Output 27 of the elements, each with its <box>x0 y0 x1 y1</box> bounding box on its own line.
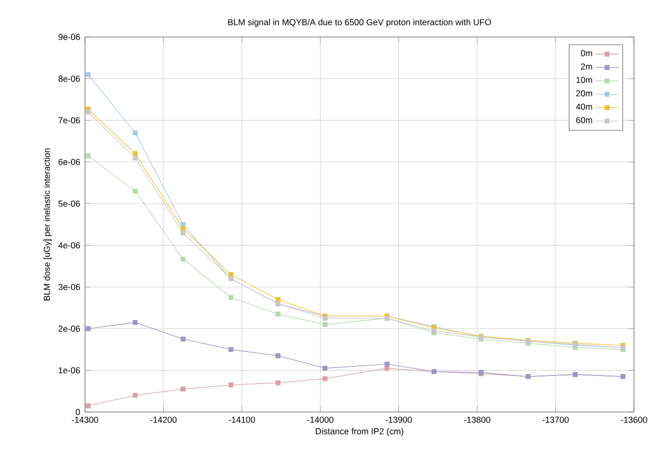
y-tick-label: 0 <box>76 408 80 416</box>
y-tick-label: 8e-06 <box>58 76 80 82</box>
x-tick-label: -13900 <box>386 416 412 423</box>
x-tick-label: -14000 <box>307 416 334 423</box>
x-tick-label: -14200 <box>150 416 177 423</box>
y-tick-label: 1e-06 <box>58 367 80 374</box>
legend-label: 2m <box>581 63 592 70</box>
y-tick-label: 2e-06 <box>58 326 80 332</box>
x-axis-title: Distance from IP2 (cm) <box>316 428 404 436</box>
x-tick-label: -14300 <box>72 416 98 423</box>
y-tick-label: 4e-06 <box>58 242 80 248</box>
y-axis-title: BLM dose [uGy] per inelastic interaction <box>44 148 52 300</box>
y-tick-label: 9e-06 <box>58 34 80 40</box>
legend-label: 0m <box>580 50 592 56</box>
y-tick-label: 7e-06 <box>58 117 80 124</box>
x-tick-label: -13600 <box>620 416 648 423</box>
x-tick-label: -14100 <box>228 416 255 423</box>
y-tick-label: 6e-06 <box>58 158 80 166</box>
x-tick-label: -13800 <box>464 416 490 423</box>
chart-title: BLM signal in MQYB/A due to 6500 GeV proton interaction with UFO <box>228 18 492 27</box>
legend-label: 60m <box>576 117 592 124</box>
y-tick-label: 5e-06 <box>58 200 80 207</box>
legend-label: 40m <box>576 104 592 110</box>
legend-label: 10m <box>576 76 592 83</box>
legend-label: 20m <box>576 90 592 96</box>
y-tick-label: 3e-06 <box>58 284 80 290</box>
x-tick-label: -13700 <box>542 416 569 423</box>
